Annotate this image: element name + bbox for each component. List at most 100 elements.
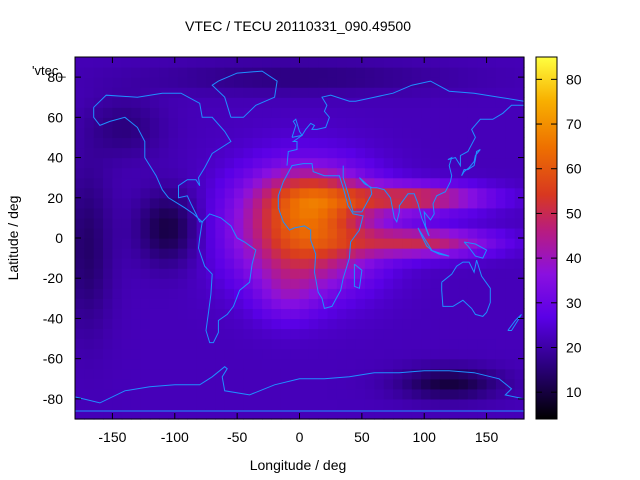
heatmap-cell <box>439 167 450 179</box>
heatmap-cell <box>421 398 432 410</box>
heatmap-cell <box>234 378 244 390</box>
heatmap-cell <box>355 318 366 330</box>
heatmap-cell <box>149 137 160 149</box>
heatmap-cell <box>121 117 132 128</box>
heatmap-cell <box>112 87 123 98</box>
heatmap-cell <box>364 318 375 330</box>
heatmap-cell <box>271 57 282 68</box>
heatmap-cell <box>355 328 366 340</box>
heatmap-cell <box>252 308 263 320</box>
heatmap-cell <box>205 87 216 98</box>
heatmap-cell <box>93 238 104 249</box>
heatmap-cell <box>149 107 160 118</box>
heatmap-cell <box>374 298 385 309</box>
heatmap-cell <box>159 77 170 88</box>
heatmap-cell <box>131 217 142 229</box>
heatmap-cell <box>467 268 478 279</box>
heatmap-cell <box>112 398 123 410</box>
coastline <box>291 118 303 138</box>
heatmap-cell <box>458 308 469 320</box>
heatmap-cell <box>149 187 160 199</box>
heatmap-cell <box>477 117 488 128</box>
heatmap-cell <box>224 57 235 68</box>
heatmap-cell <box>299 117 310 128</box>
heatmap-cell <box>177 378 188 390</box>
heatmap-cell <box>505 248 516 259</box>
heatmap-cell <box>93 77 104 88</box>
heatmap-cell <box>205 107 216 118</box>
heatmap-cell <box>149 207 160 219</box>
heatmap-cell <box>75 217 85 229</box>
heatmap-cell <box>467 187 478 199</box>
heatmap-cell <box>224 248 235 259</box>
heatmap-cell <box>458 298 469 309</box>
heatmap-cell <box>336 288 347 299</box>
heatmap-cell <box>346 298 357 309</box>
heatmap-cell <box>430 117 441 128</box>
heatmap-cell <box>280 388 291 400</box>
heatmap-cell <box>411 177 422 189</box>
heatmap-cell <box>336 338 347 350</box>
heatmap-cell <box>121 207 132 219</box>
heatmap-cell <box>140 278 151 289</box>
heatmap-cell <box>280 258 291 269</box>
heatmap-cell <box>458 288 469 299</box>
heatmap-cell <box>84 398 95 410</box>
heatmap-cell <box>215 268 226 279</box>
heatmap-cell <box>121 167 132 179</box>
heatmap-cell <box>159 67 170 78</box>
heatmap-cell <box>280 408 291 420</box>
heatmap-cell <box>514 157 525 169</box>
heatmap-cell <box>430 378 441 390</box>
heatmap-cell <box>159 207 170 219</box>
heatmap-cell <box>177 97 188 108</box>
heatmap-cell <box>505 338 516 350</box>
heatmap-cell <box>458 378 469 390</box>
heatmap-cell <box>290 318 301 330</box>
heatmap-cell <box>364 77 375 88</box>
heatmap-cell <box>495 67 506 78</box>
heatmap-cell <box>149 308 160 320</box>
heatmap-cell <box>252 278 263 289</box>
heatmap-cell <box>467 197 478 209</box>
heatmap-cell <box>318 227 329 239</box>
heatmap-cell <box>149 87 160 98</box>
heatmap-cell <box>383 147 394 159</box>
heatmap-cell <box>252 268 263 279</box>
heatmap-cell <box>402 207 413 219</box>
heatmap-cell <box>364 278 375 289</box>
heatmap-cell <box>215 107 226 118</box>
heatmap-cell <box>346 187 357 199</box>
heatmap-cell <box>299 217 310 229</box>
heatmap-cell <box>402 167 413 179</box>
heatmap-cell <box>280 268 291 279</box>
heatmap-cell <box>177 388 188 400</box>
heatmap-cell <box>243 97 254 108</box>
heatmap-cell <box>458 268 469 279</box>
heatmap-cell <box>168 67 179 78</box>
heatmap-cell <box>271 227 282 239</box>
heatmap-cell <box>262 288 273 299</box>
heatmap-cell <box>103 388 114 400</box>
heatmap-cell <box>336 67 347 78</box>
heatmap-cell <box>262 258 273 269</box>
heatmap-cell <box>234 348 244 360</box>
heatmap-cell <box>374 338 385 350</box>
heatmap-cell <box>346 238 357 249</box>
heatmap-cell <box>75 127 85 139</box>
heatmap-cell <box>383 207 394 219</box>
heatmap-cell <box>346 288 357 299</box>
heatmap-cell <box>112 318 123 330</box>
heatmap-cell <box>327 358 338 370</box>
heatmap-cell <box>439 207 450 219</box>
heatmap-cell <box>168 197 179 209</box>
heatmap-cell <box>327 348 338 360</box>
heatmap-cell <box>477 388 488 400</box>
heatmap-cell <box>103 217 114 229</box>
heatmap-cell <box>364 127 375 139</box>
heatmap-cell <box>271 177 282 189</box>
heatmap-cell <box>93 107 104 118</box>
heatmap-cell <box>430 67 441 78</box>
heatmap-cell <box>449 187 460 199</box>
heatmap-cell <box>402 157 413 169</box>
